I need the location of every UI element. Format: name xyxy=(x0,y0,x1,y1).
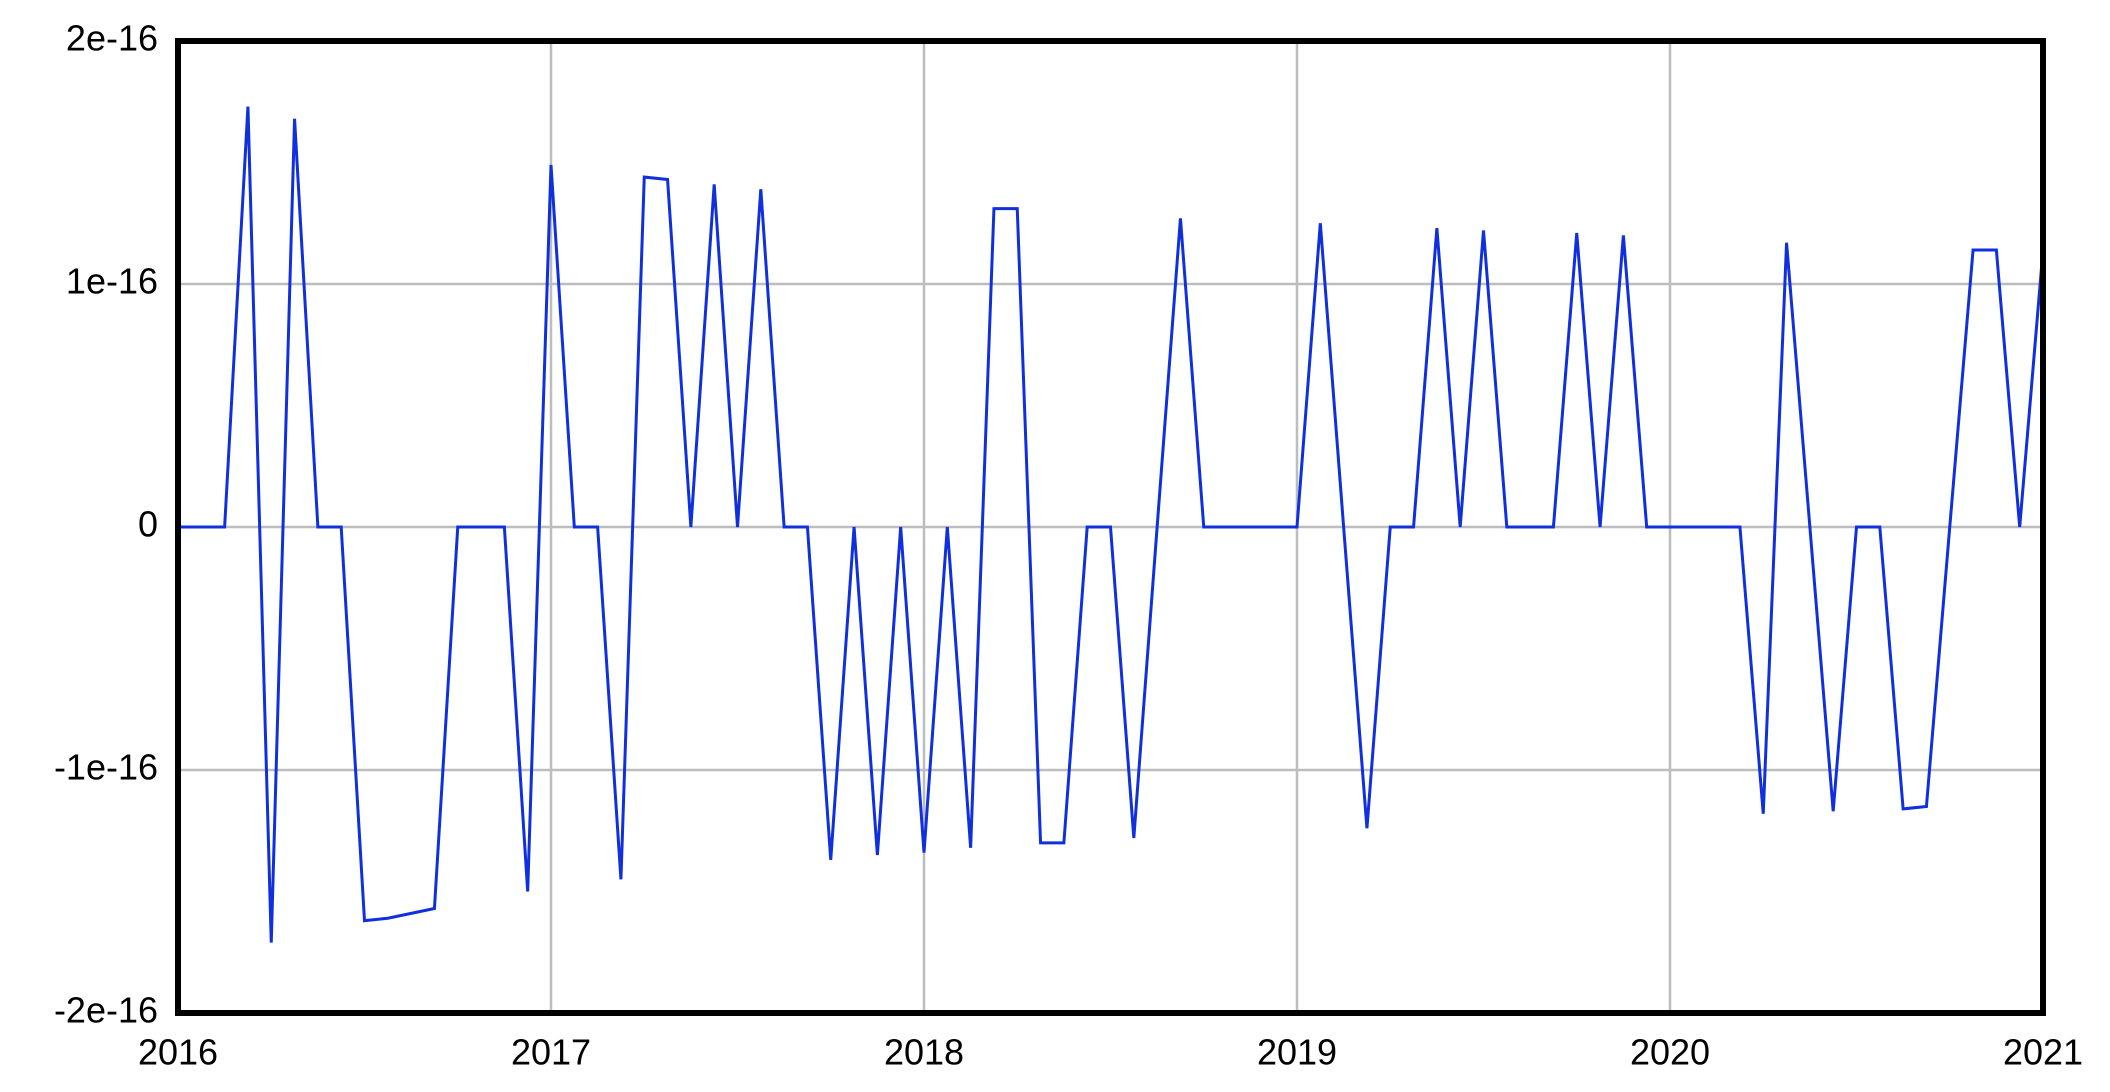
y-tick-label: -1e-16 xyxy=(54,747,158,788)
plot-frame xyxy=(175,38,2046,1016)
x-tick-label: 2021 xyxy=(2003,1032,2083,1073)
x-tick-label: 2020 xyxy=(1630,1032,1710,1073)
data-line xyxy=(178,106,2045,943)
y-tick-label: 2e-16 xyxy=(66,18,158,59)
y-tick-label: 1e-16 xyxy=(66,261,158,302)
x-tick-label: 2018 xyxy=(884,1032,964,1073)
y-tick-label: -2e-16 xyxy=(54,990,158,1031)
x-tick-label: 2016 xyxy=(138,1032,218,1073)
x-tick-label: 2017 xyxy=(511,1032,591,1073)
y-tick-label: 0 xyxy=(138,504,158,545)
x-tick-label: 2019 xyxy=(1257,1032,1337,1073)
